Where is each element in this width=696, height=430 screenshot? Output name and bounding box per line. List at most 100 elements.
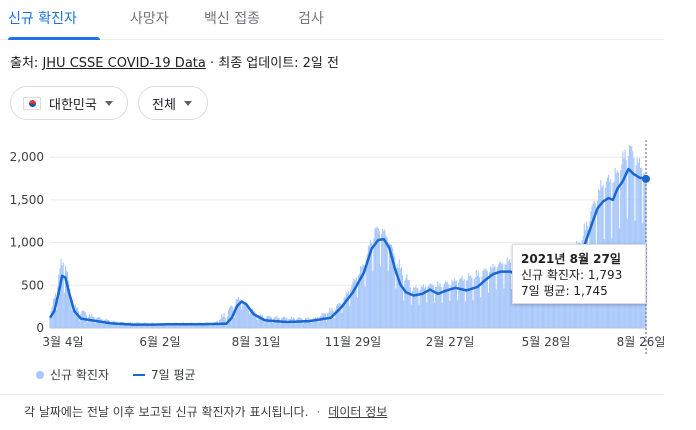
daily-case-bar	[277, 318, 279, 328]
daily-case-bar	[455, 280, 458, 328]
daily-case-bar	[96, 317, 98, 328]
daily-case-bar	[210, 325, 212, 328]
legend-dot-icon	[36, 370, 44, 379]
daily-case-bar	[300, 317, 302, 328]
daily-case-bar	[394, 256, 396, 328]
daily-case-bar	[356, 297, 358, 328]
daily-case-bar	[203, 323, 205, 328]
daily-case-bar	[289, 318, 291, 328]
daily-case-bar	[501, 263, 503, 328]
divider	[0, 394, 664, 395]
y-tick-label: 1,500	[10, 193, 44, 207]
daily-case-bar	[354, 280, 356, 328]
daily-case-bar	[421, 286, 423, 328]
daily-case-bar	[432, 285, 434, 328]
daily-case-bar	[180, 323, 182, 328]
daily-case-bar	[379, 266, 382, 328]
daily-case-bar	[233, 317, 235, 328]
daily-case-bar	[222, 316, 224, 328]
daily-case-bar	[296, 319, 298, 328]
daily-case-bar	[339, 302, 341, 328]
daily-case-bar	[443, 283, 445, 328]
daily-case-bar	[74, 304, 76, 328]
daily-case-bar	[385, 236, 387, 328]
daily-case-bar	[227, 309, 230, 328]
daily-case-bar	[505, 264, 507, 328]
tab-tests[interactable]: 검사	[298, 11, 324, 27]
daily-case-bar	[442, 286, 444, 328]
daily-case-bar	[317, 316, 319, 328]
data-info-link[interactable]: 데이터 정보	[328, 405, 388, 419]
x-tick-label: 5월 28일	[522, 335, 571, 349]
daily-case-bar	[345, 292, 347, 328]
daily-case-bar	[319, 316, 321, 328]
daily-case-bar	[399, 269, 401, 328]
daily-case-bar	[287, 323, 289, 328]
source-link[interactable]: JHU CSSE COVID-19 Data	[42, 56, 206, 71]
daily-case-bar	[49, 316, 51, 328]
daily-case-bar	[338, 303, 340, 328]
daily-case-bar	[237, 296, 239, 328]
daily-case-bar	[450, 285, 452, 328]
daily-case-bar	[406, 274, 408, 328]
chart-tooltip: 2021년 8월 27일 신규 확진자: 1,793 7일 평균: 1,745	[512, 244, 646, 304]
daily-case-bar	[355, 277, 357, 328]
daily-case-bar	[495, 289, 497, 328]
daily-case-bar	[94, 322, 96, 328]
source-prefix: 출처:	[10, 56, 43, 71]
tab-vaccinations[interactable]: 백신 접종	[204, 11, 260, 27]
daily-case-bar	[171, 325, 173, 328]
country-select[interactable]: 대한민국	[10, 86, 128, 120]
daily-case-bar	[417, 288, 419, 328]
x-tick-label: 3월 4일	[42, 335, 83, 349]
daily-case-bar	[340, 303, 342, 328]
daily-case-bar	[469, 276, 471, 328]
daily-case-bar	[62, 262, 64, 328]
daily-case-bar	[452, 281, 454, 328]
daily-case-bar	[59, 268, 61, 328]
daily-case-bar	[73, 306, 75, 328]
daily-case-bar	[471, 277, 473, 328]
daily-case-bar	[264, 322, 266, 328]
daily-case-bar	[636, 157, 638, 328]
x-tick-label: 6월 2일	[139, 335, 180, 349]
daily-case-bar	[225, 325, 227, 328]
region-select[interactable]: 전체	[138, 86, 208, 120]
daily-case-bar	[526, 293, 528, 328]
daily-case-bar	[405, 277, 407, 328]
daily-case-bar	[474, 277, 476, 328]
daily-case-bar	[415, 285, 417, 328]
legend-average: 7일 평균	[151, 368, 196, 382]
daily-case-bar	[79, 320, 81, 328]
daily-case-bar	[229, 307, 231, 328]
daily-case-bar	[256, 319, 258, 328]
daily-case-bar	[51, 306, 53, 328]
daily-case-bar	[371, 242, 373, 328]
daily-case-bar	[118, 322, 120, 328]
footer-text: 각 날짜에는 전날 이후 보고된 신규 확진자가 표시됩니다.	[24, 405, 309, 419]
daily-case-bar	[101, 318, 103, 328]
daily-case-bar	[433, 302, 436, 328]
daily-case-bar	[69, 288, 71, 328]
daily-case-bar	[476, 275, 478, 328]
daily-case-bar	[318, 322, 320, 328]
daily-case-bar	[110, 324, 112, 328]
daily-case-bar	[288, 318, 290, 328]
daily-case-bar	[117, 325, 119, 328]
daily-case-bar	[193, 323, 195, 328]
daily-case-bar	[486, 271, 488, 328]
daily-case-bar	[392, 247, 394, 328]
daily-case-bar	[103, 319, 105, 328]
daily-case-bar	[202, 325, 204, 328]
daily-case-bar	[374, 228, 376, 328]
tab-deaths[interactable]: 사망자	[130, 11, 169, 27]
daily-case-bar	[425, 285, 427, 328]
daily-case-bar	[259, 314, 261, 328]
tab-new-cases[interactable]: 신규 확진자	[8, 11, 77, 27]
daily-case-bar	[166, 323, 168, 328]
y-tick-label: 2,000	[10, 150, 44, 164]
daily-case-bar	[448, 284, 450, 328]
daily-case-bar	[344, 296, 346, 328]
daily-case-bar	[271, 323, 274, 328]
daily-case-bar	[78, 311, 80, 328]
